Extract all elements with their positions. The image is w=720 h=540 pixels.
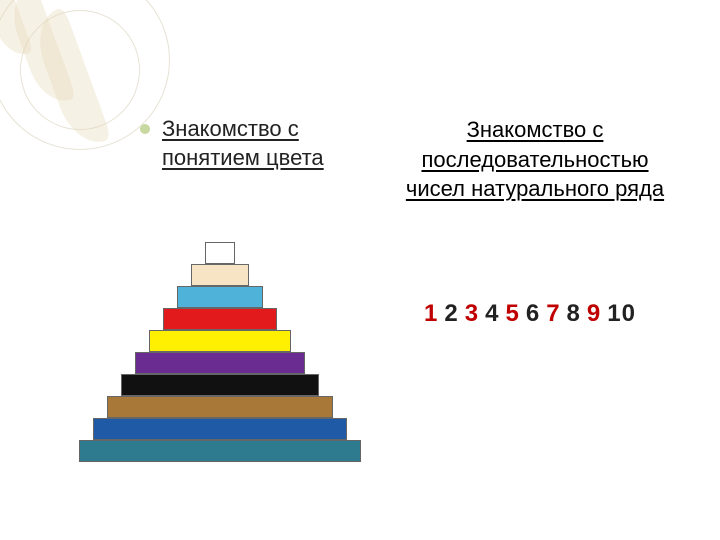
number-item: 2 <box>444 300 458 328</box>
bar-row <box>60 286 380 308</box>
bar-row <box>60 440 380 462</box>
bar-row <box>60 374 380 396</box>
left-bullet-line: Знакомство с понятием цвета <box>140 115 360 172</box>
number-sequence: 12345678910 <box>380 300 680 328</box>
bar-row <box>60 418 380 440</box>
bar <box>121 374 319 396</box>
number-item: 4 <box>485 300 499 328</box>
bar <box>177 286 263 308</box>
right-heading: Знакомство с последовательностью чисел н… <box>390 115 680 204</box>
left-heading: Знакомство с понятием цвета <box>162 115 324 172</box>
number-item: 5 <box>505 300 519 328</box>
bar <box>205 242 235 264</box>
bar <box>191 264 249 286</box>
number-item: 8 <box>567 300 581 328</box>
number-item: 3 <box>465 300 479 328</box>
bar <box>135 352 305 374</box>
bullet-icon <box>140 124 150 134</box>
bar-row <box>60 352 380 374</box>
number-item: 7 <box>546 300 560 328</box>
left-column: Знакомство с понятием цвета <box>0 115 360 204</box>
bar <box>107 396 333 418</box>
left-heading-line2: понятием цвета <box>162 145 324 170</box>
number-item: 1 <box>424 300 438 328</box>
number-item: 6 <box>526 300 540 328</box>
number-item: 10 <box>607 300 636 328</box>
bar-row <box>60 308 380 330</box>
bar-row <box>60 330 380 352</box>
bar <box>149 330 291 352</box>
bar-row <box>60 396 380 418</box>
bar-row <box>60 264 380 286</box>
left-heading-line1: Знакомство с <box>162 116 299 141</box>
color-staircase-chart <box>60 242 380 462</box>
bar-row <box>60 242 380 264</box>
content-row: Знакомство с понятием цвета Знакомство с… <box>0 115 720 204</box>
bar <box>163 308 277 330</box>
number-item: 9 <box>587 300 601 328</box>
bar <box>79 440 361 462</box>
right-column: Знакомство с последовательностью чисел н… <box>390 115 720 204</box>
bar <box>93 418 347 440</box>
